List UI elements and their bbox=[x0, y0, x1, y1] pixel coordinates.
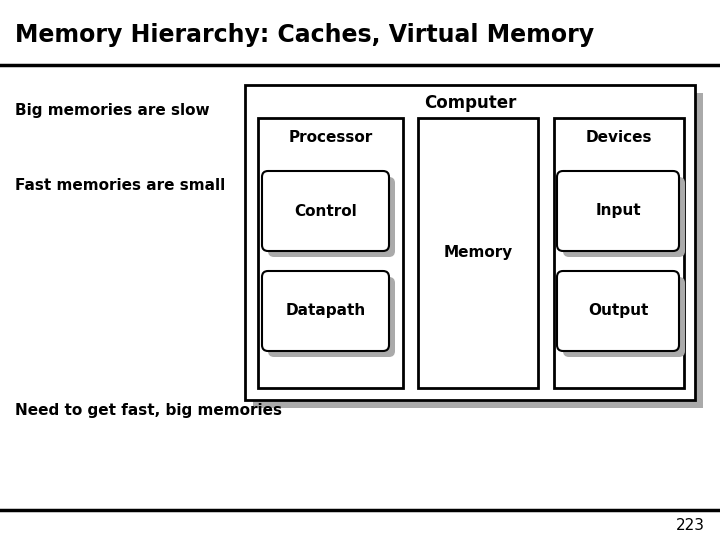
Text: Memory Hierarchy: Caches, Virtual Memory: Memory Hierarchy: Caches, Virtual Memory bbox=[15, 23, 594, 47]
FancyBboxPatch shape bbox=[262, 271, 389, 351]
Bar bbox=[426, 126, 546, 396]
FancyBboxPatch shape bbox=[557, 271, 679, 351]
Bar bbox=[245, 85, 695, 400]
Text: Control: Control bbox=[294, 204, 357, 219]
Text: Devices: Devices bbox=[586, 131, 652, 145]
Bar bbox=[266, 126, 411, 396]
Text: Computer: Computer bbox=[424, 94, 516, 112]
Text: 223: 223 bbox=[676, 517, 705, 532]
FancyBboxPatch shape bbox=[557, 171, 679, 251]
Text: Input: Input bbox=[595, 204, 641, 219]
Text: Memory: Memory bbox=[444, 246, 513, 260]
Bar bbox=[554, 118, 684, 388]
Bar bbox=[418, 118, 538, 388]
Text: Datapath: Datapath bbox=[285, 303, 366, 319]
Text: Big memories are slow: Big memories are slow bbox=[15, 103, 210, 118]
Bar bbox=[562, 126, 692, 396]
FancyBboxPatch shape bbox=[563, 177, 685, 257]
FancyBboxPatch shape bbox=[268, 277, 395, 357]
Text: Processor: Processor bbox=[289, 131, 373, 145]
FancyBboxPatch shape bbox=[563, 277, 685, 357]
Bar bbox=[253, 93, 703, 408]
Bar bbox=[258, 118, 403, 388]
Text: Need to get fast, big memories: Need to get fast, big memories bbox=[15, 402, 282, 417]
Text: Output: Output bbox=[588, 303, 648, 319]
FancyBboxPatch shape bbox=[262, 171, 389, 251]
FancyBboxPatch shape bbox=[268, 177, 395, 257]
Text: Fast memories are small: Fast memories are small bbox=[15, 178, 225, 192]
